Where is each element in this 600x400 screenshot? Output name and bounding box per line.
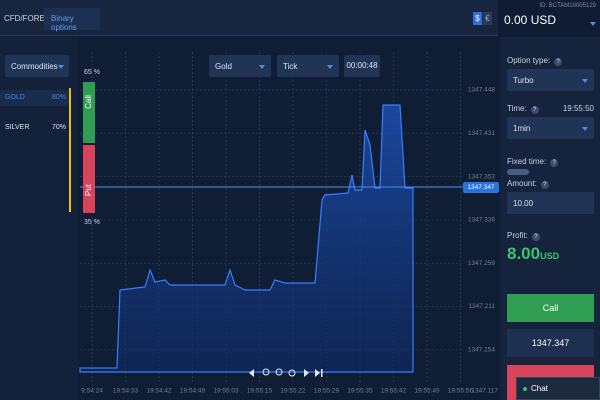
asset-panel: Commodities GOLD 80% SILVER 70%: [0, 37, 78, 400]
time-label: 19:55:42: [381, 388, 407, 395]
call-bar[interactable]: [83, 82, 95, 143]
zoom-in[interactable]: [275, 368, 283, 376]
scroll-end[interactable]: [315, 369, 323, 377]
price-label: 1347.259: [468, 260, 495, 267]
profit-label: Profit:?: [507, 231, 540, 241]
put-share: 35 %: [84, 219, 100, 226]
label: Amount:: [507, 179, 537, 188]
fixed-time-toggle[interactable]: [507, 169, 529, 175]
currency-button[interactable]: €: [483, 12, 492, 25]
tab-active[interactable]: Binary options: [44, 8, 100, 32]
help[interactable]: ?: [550, 159, 559, 167]
time-label: 19:54:42: [146, 388, 172, 395]
label: Option type:: [507, 56, 551, 65]
balance-panel[interactable]: ID: BCTAM10005129 0.00 USD: [498, 0, 600, 36]
zoom-reset[interactable]: [288, 369, 296, 377]
time-label: 19:55:56: [448, 388, 474, 395]
price-chart: 1347.347 Call Put 65 % 35 % 1347.448 1347…: [79, 52, 499, 395]
price-label: 1347.336: [468, 217, 495, 224]
dropdown-arrow: [590, 22, 596, 29]
call-label: Call: [84, 95, 93, 109]
time-label: Time:?: [507, 104, 539, 114]
selection-bar: [69, 88, 71, 212]
help[interactable]: ?: [530, 106, 539, 114]
time-label: 19:55:15: [247, 388, 273, 395]
zoom-controls: [249, 368, 323, 377]
trade-panel: Option type:? Turbo Time:? 19:55:50 1min…: [500, 37, 600, 400]
put-bar[interactable]: [83, 145, 95, 213]
tab[interactable]: CFD/FOREX: [4, 14, 51, 23]
asset-name: SILVER: [5, 124, 30, 131]
asset-name: GOLD: [5, 94, 25, 101]
duration-dropdown[interactable]: 1min: [507, 117, 594, 139]
label: Time:: [507, 104, 527, 113]
top-bar: CFD/FOREX Binary options $ € ID: BCTAM10…: [0, 0, 600, 36]
price-label: 1347.154: [468, 347, 495, 354]
time-label: 19:54:49: [180, 388, 206, 395]
help[interactable]: ?: [554, 58, 563, 66]
put-label: Put: [84, 183, 93, 196]
chat-button[interactable]: Chat: [516, 377, 600, 400]
timer: 00:00:48: [344, 55, 380, 77]
profit: 8.00USD: [507, 244, 559, 264]
price-label: 1347.353: [468, 173, 495, 180]
scroll-left[interactable]: [249, 369, 254, 377]
online-dot: [523, 387, 527, 391]
price-label: 1347.431: [468, 130, 495, 137]
time-label: 19:54:33: [113, 388, 139, 395]
call-share: 65 %: [84, 69, 100, 76]
profit-value: 8.00: [507, 244, 541, 263]
profit-currency: USD: [540, 251, 560, 261]
asset-row[interactable]: SILVER 70%: [0, 120, 70, 136]
category-dropdown[interactable]: Commodities: [5, 55, 69, 77]
help[interactable]: ?: [531, 233, 540, 241]
amount-label: Amount:?: [507, 179, 549, 189]
time-label: 9:54:24: [81, 388, 103, 395]
price-area: [79, 104, 414, 373]
chat-label: Chat: [531, 384, 548, 393]
balance: 0.00 USD: [504, 13, 557, 27]
scroll-right[interactable]: [304, 369, 309, 377]
asset-dropdown[interactable]: Gold: [209, 55, 271, 77]
price-display: 1347.347: [507, 329, 594, 357]
asset-payout: 80%: [51, 94, 66, 101]
label: Profit:: [507, 231, 528, 240]
current-price-box: [463, 182, 499, 193]
option-type-label: Option type:?: [507, 56, 563, 66]
time-label: 19:55:03: [213, 388, 239, 395]
asset-payout: 70%: [51, 124, 66, 131]
option-type-dropdown[interactable]: Turbo: [507, 69, 594, 91]
current-price: 1347.347: [467, 184, 494, 191]
time-value: 19:55:50: [562, 104, 594, 113]
amount-input[interactable]: 10.00: [507, 192, 594, 214]
mode-dropdown[interactable]: Tick: [277, 55, 339, 77]
price-label: 1347.117: [471, 388, 498, 395]
time-label: 19:55:22: [280, 388, 306, 395]
currency-button[interactable]: $: [473, 12, 482, 25]
zoom-out[interactable]: [262, 368, 270, 376]
price-label: 1347.448: [468, 87, 495, 94]
asset-row[interactable]: GOLD 80%: [0, 90, 70, 106]
account-id: ID: BCTAM10005129: [539, 3, 596, 9]
label: Fixed time:: [507, 157, 547, 166]
help[interactable]: ?: [540, 181, 549, 189]
time-label: 19:55:29: [314, 388, 340, 395]
call-button[interactable]: Call: [507, 294, 594, 322]
price-label: 1347.211: [468, 303, 495, 310]
time-label: 19:55:35: [347, 388, 373, 395]
fixed-time-label: Fixed time:?: [507, 157, 559, 167]
time-label: 19:55:49: [414, 388, 440, 395]
